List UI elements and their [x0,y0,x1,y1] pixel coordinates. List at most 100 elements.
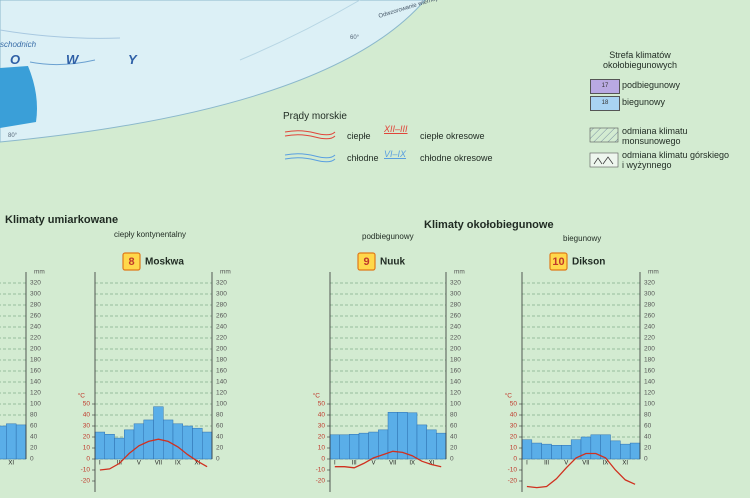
x-tick-label: XI [622,461,628,467]
precipitation-bar [368,431,379,460]
y2-tick-label: 260 [30,313,41,320]
mountain-swatch [589,152,619,168]
y-tick-label: 0 [513,456,517,463]
y2-tick-label: 140 [450,379,461,386]
y2-tick-label: 240 [216,324,227,331]
y-tick-label: 10 [510,445,518,452]
y-tick-label: 40 [83,412,91,419]
y2-tick-label: 220 [216,335,227,342]
monsoon-swatch [589,127,619,143]
y-tick-label: 0 [321,456,325,463]
y2-tick-label: 280 [30,302,41,309]
precipitation-bar [358,432,369,460]
temperature-line [526,452,636,489]
y2-tick-label: 300 [450,291,461,298]
y2-tick-label: 320 [30,280,41,287]
y2-tick-label: 120 [450,390,461,397]
y2-tick-label: 60 [30,423,38,430]
x-tick-label: IX [603,461,609,467]
y2-tick-label: 80 [644,412,652,419]
graticule-label: 60° [350,35,360,41]
y2-tick-label: 180 [30,357,41,364]
ocean-letter: Y [128,52,137,67]
x-tick-label: XI [8,461,14,467]
y2-tick-label: 240 [644,324,655,331]
y2-tick-label: 0 [644,456,648,463]
x-tick-label: XI [195,461,201,467]
current-arrow [29,59,96,66]
current-symbols [284,130,336,163]
ocean-letter: O [10,52,21,67]
precipitation-bar [172,423,183,460]
y-axis-label: °C [78,392,86,400]
x-tick-label: V [137,461,141,467]
y-tick-label: 30 [83,423,91,430]
y-tick-label: 50 [318,401,326,408]
precipitation-bar [407,412,418,460]
x-tick-label: V [371,461,375,467]
y2-tick-label: 20 [30,445,38,452]
y2-tick-label: 320 [644,280,655,287]
precipitation-bar [541,443,552,460]
precipitation-bar [551,445,562,460]
chart-title: Nuuk [380,257,405,268]
y2-tick-label: 60 [450,423,458,430]
precipitation-bar [192,427,203,460]
legend-label: odmiana klimatu monsunowego [622,126,688,146]
parallel [0,29,121,39]
y2-axis-label: mm [34,269,45,276]
y2-tick-label: 60 [216,423,224,430]
badge-box [122,252,141,271]
y2-tick-label: 40 [216,434,224,441]
y-tick-label: -10 [508,467,518,474]
legend-period: XII–III [384,124,408,134]
y2-tick-label: 120 [216,390,227,397]
y-tick-label: 50 [510,401,518,408]
precipitation-bar [202,431,213,460]
y2-tick-label: 0 [450,456,454,463]
section-subheading: biegunowy [563,234,602,243]
legend-title: Prądy morskie [283,111,347,122]
y2-tick-label: 100 [644,401,655,408]
y2-tick-label: 240 [30,324,41,331]
x-tick-label: VII [155,461,163,467]
y2-tick-label: 280 [450,302,461,309]
y-tick-label: 20 [318,434,326,441]
precipitation-bar [114,437,125,460]
x-tick-label: VII [389,461,397,467]
precipitation-bar [426,429,437,460]
precipitation-bar [620,443,631,460]
x-tick-label: III [544,461,549,467]
y-axis-label: °C [313,392,321,400]
precipitation-bar [153,406,164,460]
precipitation-bar [600,434,611,460]
precipitation-bar [416,424,427,460]
y2-tick-label: 140 [644,379,655,386]
y-tick-label: 10 [83,445,91,452]
y2-tick-label: 200 [30,346,41,353]
precipitation-bar [436,432,447,460]
x-tick-label: I [334,461,336,467]
precipitation-bar [143,419,154,460]
y2-tick-label: 140 [30,379,41,386]
precipitation-bar [339,434,350,460]
y2-axis-label: mm [648,269,659,276]
legend-label: ciepłe okresowe [420,131,485,141]
y-tick-label: 20 [83,434,91,441]
y2-tick-label: 80 [216,412,224,419]
y2-tick-label: 260 [216,313,227,320]
y2-tick-label: 60 [644,423,652,430]
y2-axis-label: mm [220,269,231,276]
y2-tick-label: 20 [644,445,652,452]
precipitation-bar [0,425,7,460]
y2-tick-label: 140 [216,379,227,386]
y2-tick-label: 200 [450,346,461,353]
y-tick-label: -10 [81,467,91,474]
y-tick-label: 40 [510,412,518,419]
chart-title: Dikson [572,257,605,268]
y-tick-label: 30 [318,423,326,430]
section-heading: Klimaty okołobiegunowe [424,219,554,231]
